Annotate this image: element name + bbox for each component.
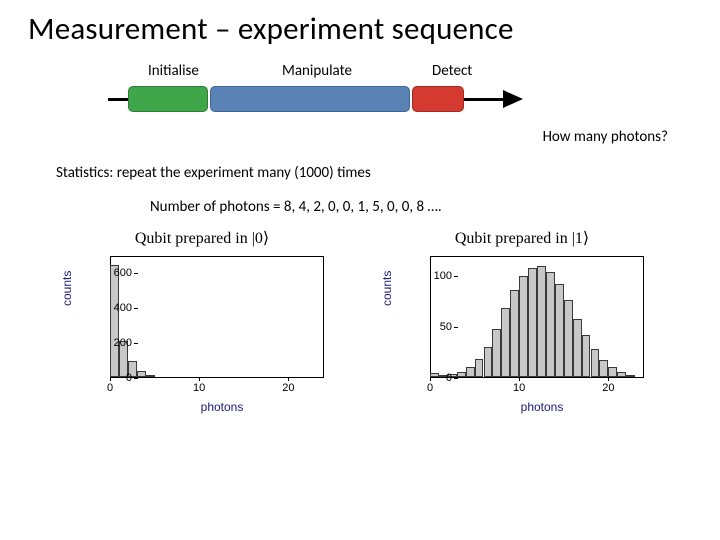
- axis: [323, 256, 324, 378]
- xtick: 0: [420, 382, 440, 394]
- histogram-bar: [564, 300, 573, 377]
- ytick: 100: [418, 270, 452, 282]
- chart-0-title-ket: |0⟩: [252, 230, 269, 247]
- axis: [430, 377, 644, 378]
- sequence-arrow-head-icon: [503, 90, 523, 108]
- histogram-bar: [599, 360, 608, 377]
- charts-container: Qubit prepared in |0⟩ counts photons 0 20…: [52, 228, 672, 428]
- chart-1-title-pre: Qubit prepared in: [455, 230, 572, 247]
- histogram-bar: [510, 290, 519, 377]
- histogram-bar: [501, 308, 510, 377]
- axis: [110, 377, 324, 378]
- histogram-bar: [617, 372, 626, 377]
- chart-0-xlabel: photons: [52, 400, 352, 414]
- axis: [643, 256, 644, 378]
- sequence-arrow-shaft: [464, 98, 504, 101]
- chart-qubit-0: Qubit prepared in |0⟩ counts photons 0 20…: [52, 228, 352, 424]
- number-of-photons-text: Number of photons = 8, 4, 2, 0, 0, 1, 5,…: [150, 198, 442, 216]
- histogram-bar: [582, 335, 591, 377]
- sequence-bar-detect: [412, 86, 464, 112]
- chart-1-xlabel: photons: [372, 400, 672, 414]
- chart-qubit-1: Qubit prepared in |1⟩ counts photons 0 50…: [372, 228, 672, 424]
- label-initialise: Initialise: [148, 62, 199, 80]
- histogram-bar: [492, 329, 501, 377]
- label-detect: Detect: [432, 62, 472, 80]
- histogram-bar: [146, 375, 155, 377]
- chart-1-ylabel: counts: [380, 271, 394, 306]
- sequence-bar-manipulate: [210, 86, 410, 112]
- axis: [110, 256, 324, 257]
- histogram-bar: [528, 268, 537, 377]
- histogram-bar: [110, 265, 119, 377]
- statistics-text: Statistics: repeat the experiment many (…: [56, 164, 371, 182]
- slide: Measurement – experiment sequence Initia…: [0, 0, 720, 540]
- histogram-bar: [466, 367, 475, 377]
- chart-0-title: Qubit prepared in |0⟩: [52, 228, 352, 248]
- sequence-labels: Initialise Manipulate Detect: [0, 62, 720, 84]
- sequence-bar-initialise: [128, 86, 208, 112]
- xtick: 0: [100, 382, 120, 394]
- page-title: Measurement – experiment sequence: [28, 10, 514, 48]
- ytick: 600: [98, 267, 132, 279]
- ytick: 50: [418, 321, 452, 333]
- xtick: 10: [509, 382, 529, 394]
- chart-1-title: Qubit prepared in |1⟩: [372, 228, 672, 248]
- histogram-bar: [626, 375, 635, 377]
- xtick: 20: [598, 382, 618, 394]
- chart-1-title-ket: |1⟩: [572, 230, 589, 247]
- chart-0-ylabel: counts: [60, 271, 74, 306]
- axis: [430, 256, 644, 257]
- chart-0-plot-area: [110, 256, 324, 378]
- ytick: 400: [98, 302, 132, 314]
- histogram-bar: [475, 359, 484, 377]
- histogram-bar: [546, 272, 555, 377]
- sequence-line-start: [108, 98, 128, 101]
- histogram-bar: [608, 367, 617, 377]
- histogram-bar: [137, 371, 146, 377]
- ytick: 200: [98, 337, 132, 349]
- sequence-diagram: [108, 84, 528, 114]
- xtick: 20: [278, 382, 298, 394]
- chart-0-title-pre: Qubit prepared in: [135, 230, 252, 247]
- histogram-bar: [591, 349, 600, 377]
- label-manipulate: Manipulate: [282, 62, 352, 80]
- histogram-bar: [519, 276, 528, 377]
- histogram-bar: [573, 319, 582, 377]
- histogram-bar: [555, 284, 564, 377]
- chart-1-plot-area: [430, 256, 644, 378]
- histogram-bar: [537, 266, 546, 377]
- histogram-bar: [457, 372, 466, 377]
- histogram-bar: [484, 347, 493, 377]
- xtick: 10: [189, 382, 209, 394]
- how-many-photons-text: How many photons?: [543, 128, 668, 146]
